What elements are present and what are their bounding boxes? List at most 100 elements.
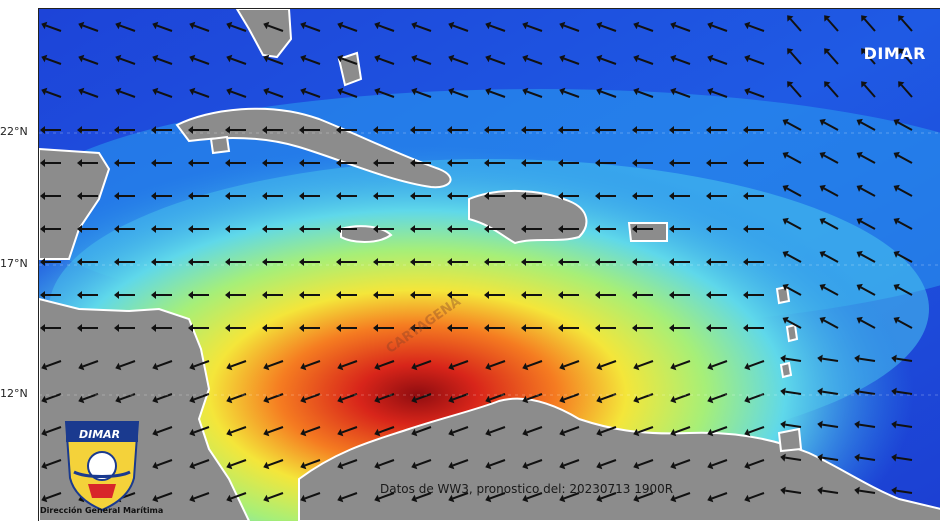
- wind-arrow-field: [40, 15, 913, 503]
- wind-arrow-shaft: [789, 51, 802, 65]
- wind-arrow-head: [263, 21, 270, 30]
- wind-arrow-head: [706, 126, 711, 134]
- wind-arrow-shaft: [452, 426, 469, 434]
- wind-arrow-shaft: [45, 459, 62, 467]
- latitude-label-17n: 17°N: [0, 257, 28, 270]
- wind-arrow-head: [633, 461, 640, 470]
- wind-arrow-head: [114, 258, 119, 266]
- wind-arrow-head: [373, 291, 378, 299]
- wind-arrow-head: [521, 126, 526, 134]
- wind-arrow-shaft: [526, 426, 543, 434]
- wind-arrow-shaft: [785, 390, 802, 395]
- wind-arrow-shaft: [563, 459, 580, 467]
- wind-arrow-shaft: [637, 24, 654, 32]
- wind-arrow-shaft: [415, 360, 432, 368]
- wind-arrow-head: [225, 291, 230, 299]
- wind-arrow-shaft: [193, 360, 210, 368]
- wind-arrow-head: [559, 21, 566, 30]
- wind-arrow-head: [522, 87, 529, 96]
- wind-arrow-shaft: [45, 57, 62, 65]
- wind-arrow-shaft: [826, 51, 839, 65]
- wind-arrow-head: [521, 225, 526, 233]
- wind-arrow-shaft: [900, 18, 913, 32]
- wind-arrow-head: [78, 54, 85, 63]
- wind-arrow-head: [780, 453, 786, 462]
- wind-arrow-head: [854, 387, 860, 396]
- wind-arrow-head: [152, 494, 159, 503]
- wind-arrow-shaft: [378, 24, 395, 32]
- wind-arrow-head: [189, 21, 196, 30]
- wind-arrow-shaft: [489, 90, 506, 98]
- wind-arrow-head: [893, 283, 900, 291]
- wind-arrow-head: [374, 54, 381, 63]
- wind-arrow-head: [336, 258, 341, 266]
- wind-arrow-shaft: [156, 492, 173, 500]
- wind-arrow-head: [151, 291, 156, 299]
- wind-arrow-head: [40, 324, 45, 332]
- wind-arrow-shaft: [304, 426, 321, 434]
- wind-arrow-shaft: [378, 492, 395, 500]
- wind-arrow-head: [521, 291, 526, 299]
- wind-arrow-head: [861, 15, 868, 22]
- wind-arrow-head: [152, 87, 159, 96]
- wind-arrow-head: [151, 324, 156, 332]
- wind-arrow-head: [263, 362, 270, 371]
- wind-arrow-head: [632, 192, 637, 200]
- wind-arrow-head: [670, 461, 677, 470]
- wind-arrow-head: [114, 159, 119, 167]
- wind-arrow-head: [632, 126, 637, 134]
- wind-arrow-head: [77, 126, 82, 134]
- wind-arrow-head: [706, 291, 711, 299]
- wind-arrow-head: [374, 461, 381, 470]
- wind-arrow-head: [632, 159, 637, 167]
- wind-arrow-head: [856, 151, 863, 159]
- wave-map: [38, 8, 940, 521]
- wind-arrow-head: [893, 151, 900, 159]
- wind-arrow-head: [115, 362, 122, 371]
- wind-arrow-head: [299, 225, 304, 233]
- wind-arrow-head: [78, 494, 85, 503]
- wind-arrow-shaft: [897, 220, 913, 230]
- wind-arrow-head: [226, 494, 233, 503]
- wind-arrow-head: [114, 225, 119, 233]
- wind-arrow-head: [447, 126, 452, 134]
- wind-arrow-head: [226, 54, 233, 63]
- wind-arrow-shaft: [378, 459, 395, 467]
- wind-arrow-head: [300, 362, 307, 371]
- wind-arrow-shaft: [823, 187, 839, 197]
- wind-arrow-head: [411, 428, 418, 437]
- wind-arrow-shaft: [637, 492, 654, 500]
- wind-arrow-head: [40, 291, 45, 299]
- wind-arrow-shaft: [600, 24, 617, 32]
- wind-arrow-shaft: [711, 90, 728, 98]
- wind-arrow-head: [632, 258, 637, 266]
- wind-arrow-head: [448, 21, 455, 30]
- wind-arrow-head: [782, 283, 789, 291]
- wind-arrow-head: [225, 126, 230, 134]
- wind-arrow-head: [558, 324, 563, 332]
- wind-arrow-head: [40, 192, 45, 200]
- wind-arrow-head: [373, 159, 378, 167]
- wind-arrow-shaft: [415, 492, 432, 500]
- wind-arrow-head: [595, 159, 600, 167]
- wind-arrow-head: [861, 48, 868, 55]
- wind-arrow-head: [559, 395, 566, 404]
- wind-arrow-head: [115, 54, 122, 63]
- wind-arrow-shaft: [786, 220, 802, 230]
- wind-arrow-head: [336, 291, 341, 299]
- wind-arrow-head: [787, 15, 794, 22]
- wind-arrow-shaft: [859, 390, 876, 395]
- wind-arrow-head: [40, 126, 45, 134]
- wind-arrow-head: [448, 87, 455, 96]
- wind-arrow-head: [891, 486, 897, 495]
- wind-arrow-head: [856, 283, 863, 291]
- wind-arrow-head: [373, 192, 378, 200]
- wind-arrow-head: [787, 48, 794, 55]
- wind-arrow-head: [819, 184, 826, 192]
- wind-arrow-shaft: [826, 18, 839, 32]
- wind-arrow-head: [744, 395, 751, 404]
- wind-arrow-shaft: [786, 253, 802, 263]
- wind-arrow-head: [898, 81, 905, 88]
- wind-arrow-head: [484, 225, 489, 233]
- landmass-puerto-rico: [627, 222, 668, 242]
